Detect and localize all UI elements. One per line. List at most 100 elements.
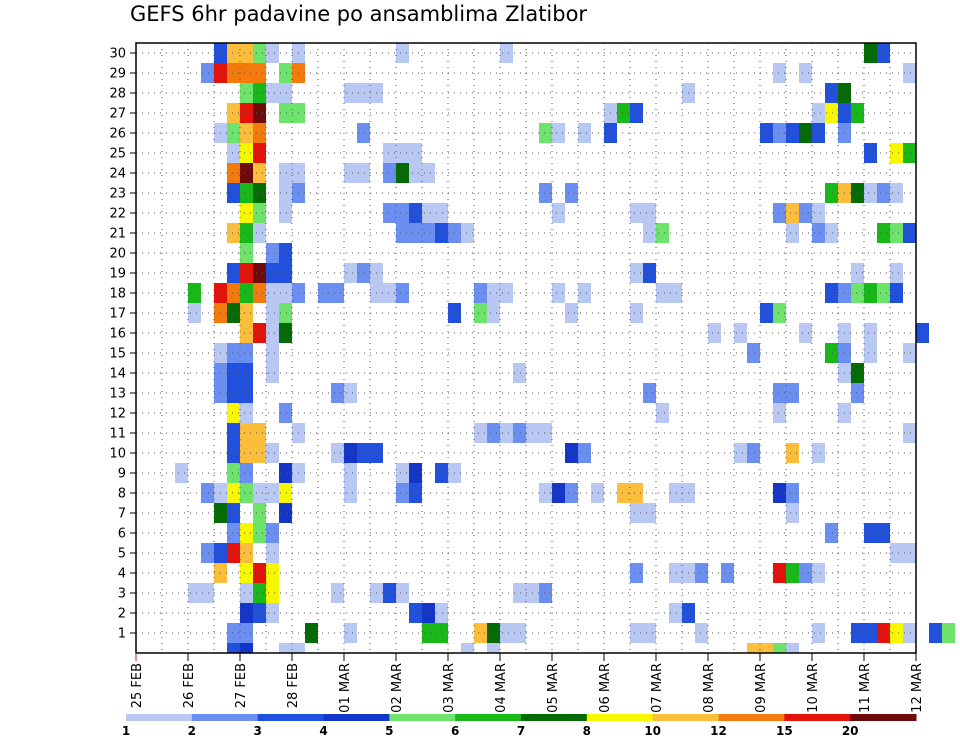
y-tick-label: 28 — [109, 87, 126, 102]
heatmap-cell — [240, 643, 253, 653]
y-tick-label: 27 — [109, 107, 126, 122]
heatmap-cell — [240, 163, 253, 183]
heatmap-cell — [630, 103, 643, 123]
colorbar-swatch — [257, 714, 324, 721]
heatmap-cell — [240, 443, 253, 463]
heatmap-cell — [331, 583, 344, 603]
heatmap-cell — [799, 123, 812, 143]
heatmap-cell — [396, 163, 409, 183]
heatmap-cell — [656, 223, 669, 243]
x-tick-label: 12 MAR — [910, 663, 925, 713]
heatmap-cell — [617, 103, 630, 123]
heatmap-cell — [357, 263, 370, 283]
colorbar-label: 3 — [253, 724, 261, 738]
heatmap-cell — [773, 123, 786, 143]
heatmap-cell — [279, 183, 292, 203]
x-tick-label: 06 MAR — [598, 663, 613, 713]
heatmap-cell — [773, 483, 786, 503]
y-tick-label: 9 — [118, 467, 126, 482]
y-tick-label: 15 — [109, 347, 126, 362]
heatmap-cell — [266, 363, 279, 383]
heatmap-cell — [240, 383, 253, 403]
heatmap-cell — [487, 303, 500, 323]
colorbar-label: 8 — [583, 724, 591, 738]
y-tick-label: 18 — [109, 287, 126, 302]
heatmap-cell — [396, 43, 409, 63]
colorbar-swatch — [652, 714, 719, 721]
heatmap-cell — [760, 643, 773, 653]
y-tick-label: 30 — [109, 47, 126, 62]
heatmap-cell — [851, 363, 864, 383]
heatmap-cell — [799, 323, 812, 343]
heatmap-cell — [266, 243, 279, 263]
x-tick-label: 01 MAR — [338, 663, 353, 713]
colorbar-label: 7 — [517, 724, 525, 738]
heatmap-cell — [773, 563, 786, 583]
heatmap-cell — [578, 443, 591, 463]
heatmap-cell — [409, 463, 422, 483]
heatmap-cell — [201, 483, 214, 503]
heatmap-cell — [877, 183, 890, 203]
heatmap-cell — [539, 483, 552, 503]
heatmap-cell — [903, 343, 916, 363]
heatmap-cell — [864, 283, 877, 303]
heatmap-cell — [253, 323, 266, 343]
heatmap-cell — [825, 83, 838, 103]
heatmap-cell — [773, 63, 786, 83]
heatmap-cell — [253, 563, 266, 583]
heatmap-cell — [500, 423, 513, 443]
heatmap-cell — [266, 583, 279, 603]
heatmap-cell — [890, 543, 903, 563]
heatmap-cell — [266, 263, 279, 283]
heatmap-cell — [227, 263, 240, 283]
heatmap-cell — [617, 483, 630, 503]
x-tick-label: 03 MAR — [442, 663, 457, 713]
heatmap-cell — [240, 543, 253, 563]
heatmap-cell — [630, 623, 643, 643]
heatmap-cell — [266, 603, 279, 623]
heatmap-cell — [292, 643, 305, 653]
heatmap-cell — [253, 83, 266, 103]
heatmap-cell — [318, 283, 331, 303]
heatmap-cell — [851, 283, 864, 303]
y-tick-label: 21 — [109, 227, 126, 242]
heatmap-cell — [383, 583, 396, 603]
y-tick-label: 10 — [109, 447, 126, 462]
heatmap-cell — [266, 483, 279, 503]
y-tick-label: 13 — [109, 387, 126, 402]
heatmap-cell — [201, 543, 214, 563]
heatmap-cell — [266, 283, 279, 303]
heatmap-cell — [240, 303, 253, 323]
y-tick-label: 14 — [109, 367, 126, 382]
y-tick-label: 29 — [109, 67, 126, 82]
heatmap-cell — [344, 263, 357, 283]
x-tick-label: 09 MAR — [754, 663, 769, 713]
heatmap-cell — [864, 523, 877, 543]
heatmap-cell — [396, 583, 409, 603]
heatmap-cell — [695, 623, 708, 643]
heatmap-cell — [266, 83, 279, 103]
heatmap-cell — [227, 383, 240, 403]
heatmap-cell — [643, 223, 656, 243]
heatmap-cell — [435, 223, 448, 243]
heatmap-cell — [188, 583, 201, 603]
heatmap-cell — [630, 203, 643, 223]
heatmap-cell — [877, 623, 890, 643]
heatmap-cell — [240, 243, 253, 263]
heatmap-cell — [253, 263, 266, 283]
heatmap-cell — [253, 483, 266, 503]
heatmap-cell — [175, 463, 188, 483]
heatmap-cell — [942, 623, 955, 643]
heatmap-cell — [201, 583, 214, 603]
colorbar-swatch — [850, 714, 917, 721]
heatmap-cell — [435, 603, 448, 623]
heatmap-cell — [825, 523, 838, 543]
heatmap-cell — [227, 543, 240, 563]
heatmap-cell — [279, 643, 292, 653]
x-tick-label: 10 MAR — [806, 663, 821, 713]
heatmap-cell — [227, 163, 240, 183]
y-tick-label: 22 — [109, 207, 126, 222]
heatmap-cell — [825, 103, 838, 123]
heatmap-cell — [422, 223, 435, 243]
